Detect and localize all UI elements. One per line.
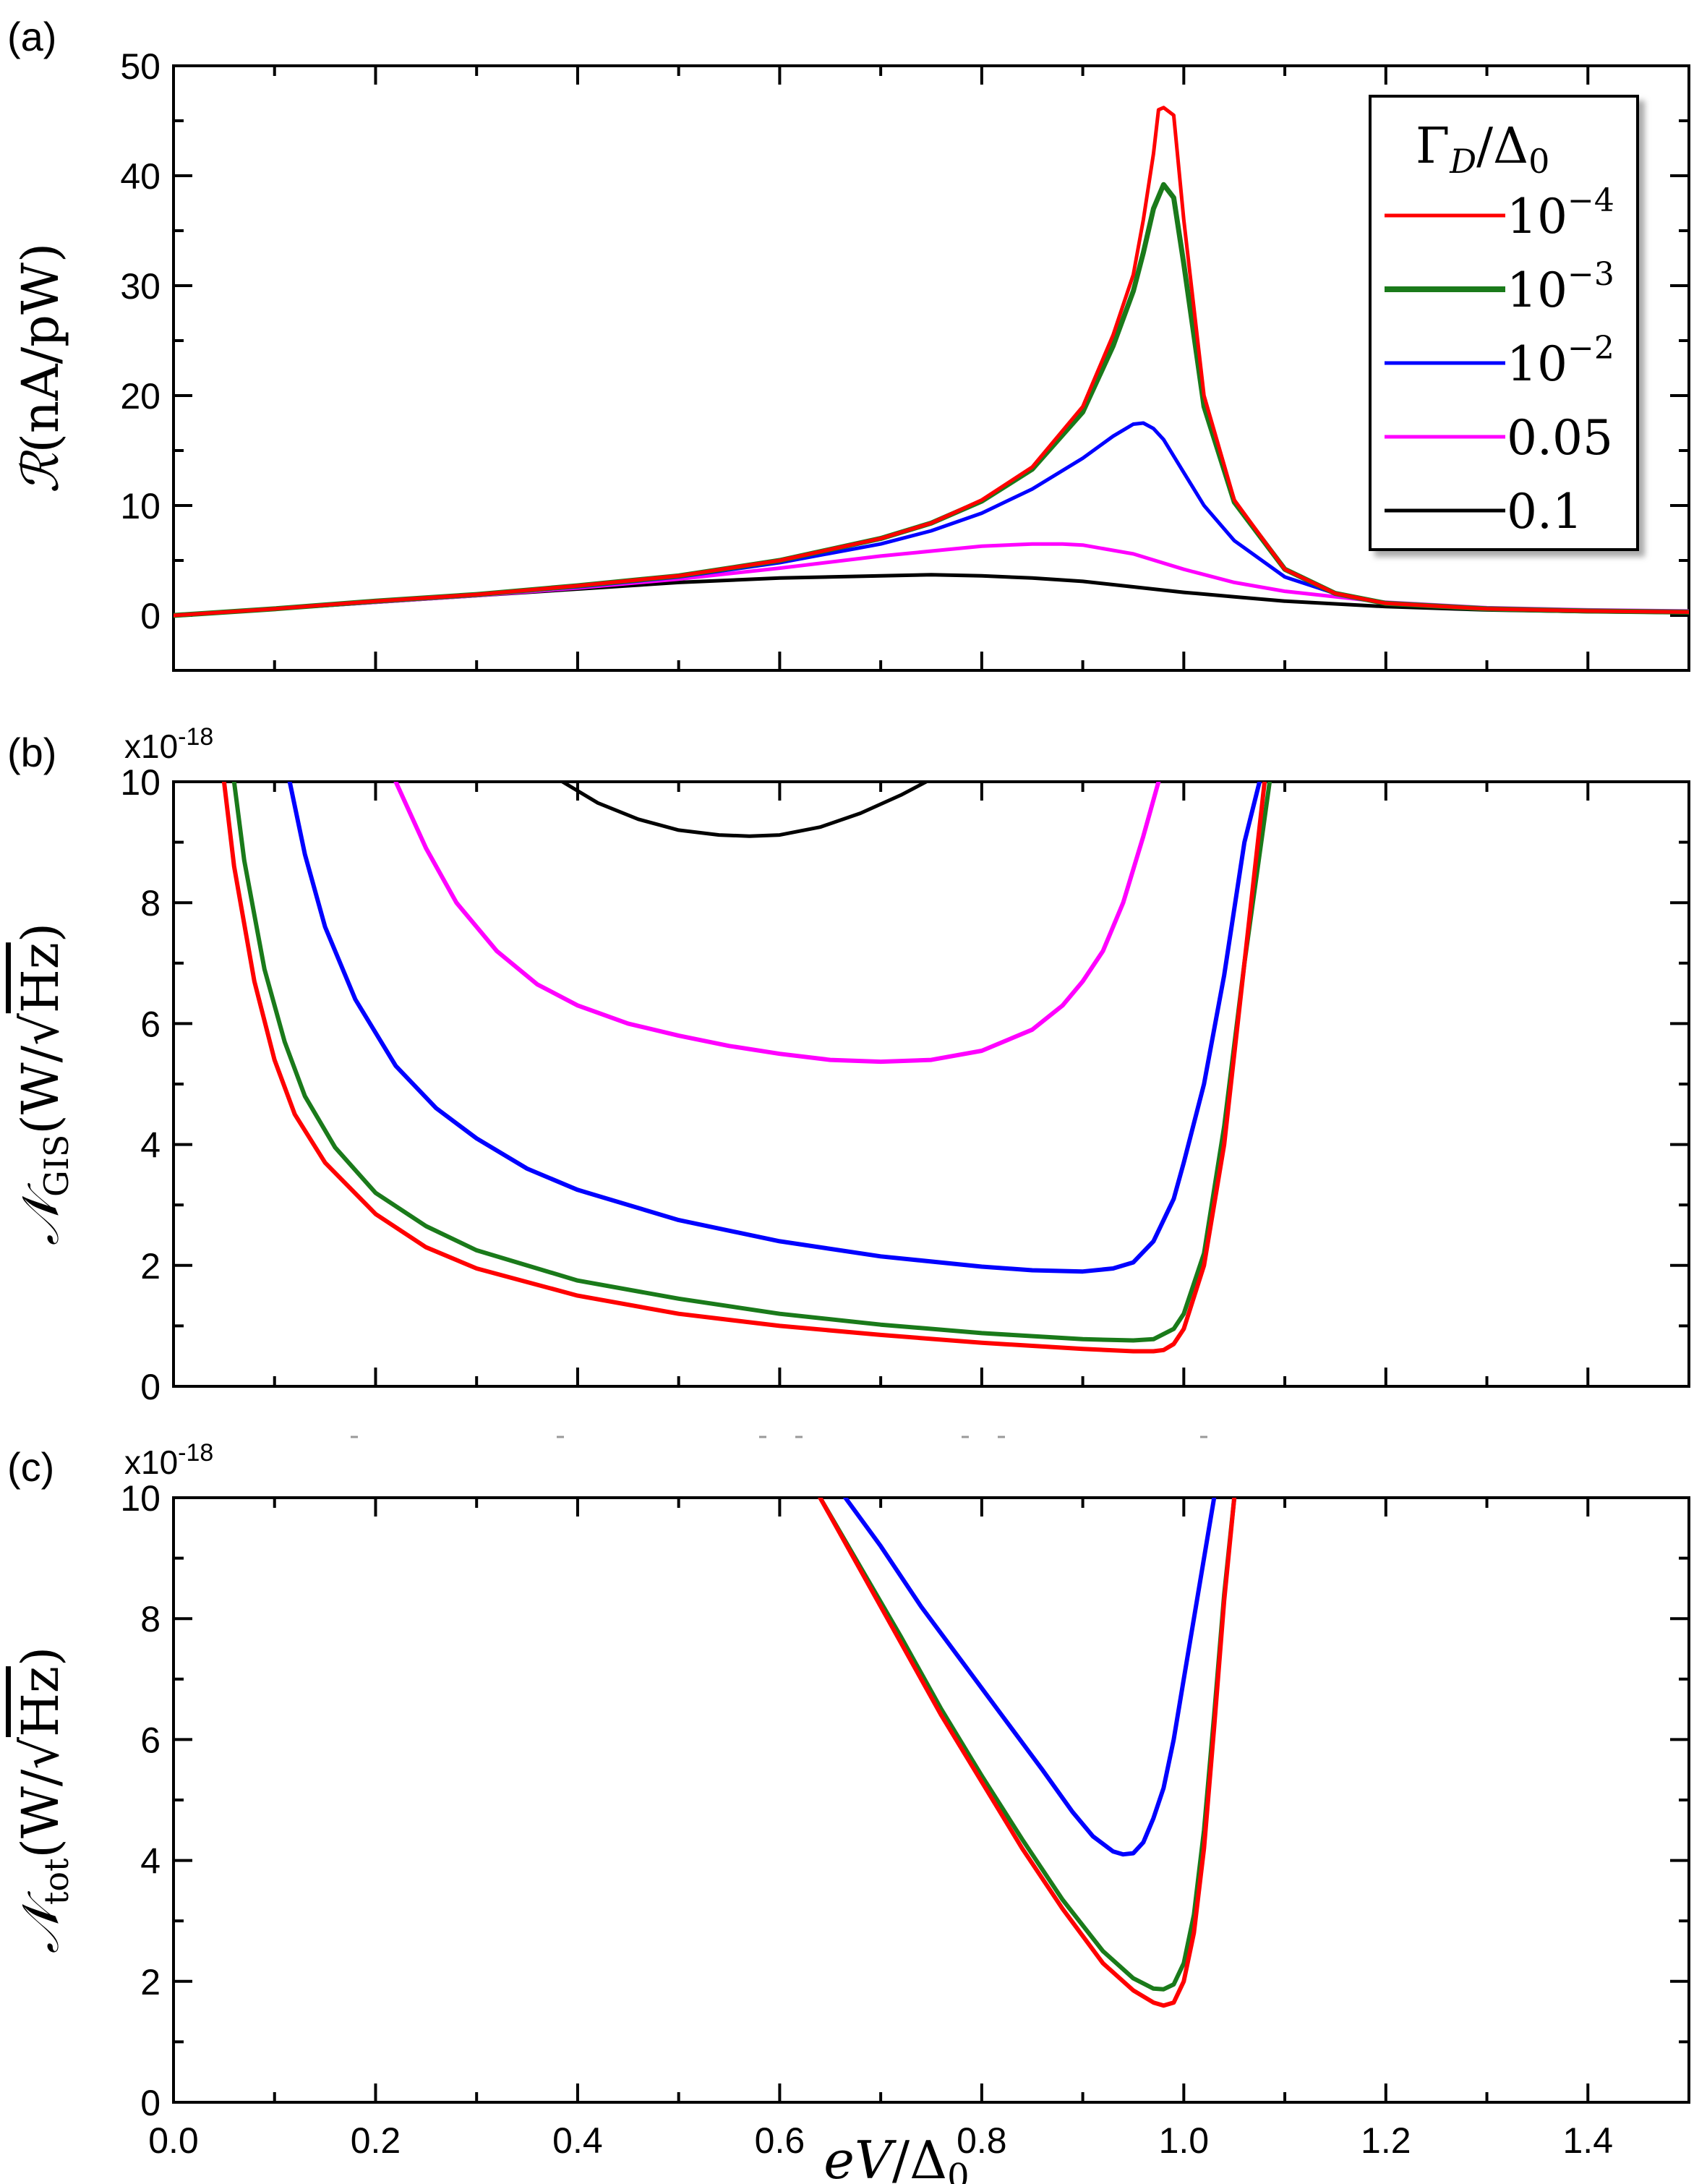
y-tick-label: 8 (140, 1599, 161, 1639)
y-tick-label: 10 (120, 1478, 161, 1519)
legend-label: 0.1 (1507, 484, 1583, 539)
series-line-10^-3 (231, 782, 1272, 1343)
legend-label: 0.05 (1507, 410, 1613, 466)
panel-b-letter: (b) (7, 730, 56, 775)
series-line-0.05 (393, 782, 1161, 1065)
series-line-10^-4 (174, 106, 1689, 618)
series-line-10^-2 (287, 782, 1262, 1274)
series-line-10^-4 (818, 1498, 1237, 2008)
y-tick-label: 8 (140, 883, 161, 923)
series-line-0.1 (560, 782, 928, 838)
y-tick-label: 40 (120, 156, 161, 197)
x-tick-label: 0.2 (351, 2120, 401, 2161)
x-tick-label: 1.2 (1361, 2120, 1411, 2161)
y-tick-label: 4 (140, 1125, 161, 1166)
legend-label: 10−4 (1507, 182, 1614, 244)
y-tick-label: 6 (140, 1720, 161, 1760)
y-tick-label: 30 (120, 266, 161, 307)
y-tick-label: 4 (140, 1841, 161, 1882)
x-tick-label: 1.0 (1159, 2120, 1210, 2161)
panel-b-hz: Hz (11, 942, 70, 1013)
series-line-10^-2 (843, 1498, 1217, 1857)
y-tick-label: 0 (140, 596, 161, 636)
panel-b-frame (172, 780, 1690, 1388)
legend: ΓD/Δ0 10−4 10−3 10−2 0.05 0.1 (1369, 95, 1639, 551)
legend-title: ΓD/Δ0 (1416, 118, 1549, 181)
y-tick-label: 10 (120, 486, 161, 526)
panel-c-letter: (c) (7, 1444, 54, 1490)
sqrt-glyph: √ (11, 1013, 70, 1046)
series-line-10^-4 (221, 782, 1267, 1354)
sqrt-glyph: √ (11, 1737, 70, 1770)
panel-b-ylabel: 𝒩GIS(W/√Hz) (11, 923, 76, 1245)
legend-label: 10−3 (1507, 256, 1614, 318)
panel-c-hz: Hz (11, 1666, 70, 1737)
legend-label: 10−2 (1507, 330, 1614, 392)
panel-c-multiplier: x10-18 (124, 1439, 213, 1481)
x-tick-label: 0.0 (148, 2120, 199, 2161)
x-tick-label: 0.8 (957, 2120, 1007, 2161)
y-tick-label: 0 (140, 1367, 161, 1407)
panel-a-letter: (a) (7, 14, 56, 59)
y-tick-label: 20 (120, 376, 161, 417)
y-tick-label: 2 (140, 1962, 161, 2002)
panel-c-frame (172, 1496, 1690, 2104)
panel-a-ylabel: ℛ(nA/pW) (11, 243, 70, 493)
panel-c-ylabel: 𝒩tot(W/√Hz) (11, 1647, 76, 1953)
x-axis-label: eV/Δ0 (823, 2130, 969, 2184)
series-line-0.05 (174, 542, 1689, 618)
x-tick-label: 1.4 (1563, 2120, 1614, 2161)
y-tick-label: 10 (120, 762, 161, 803)
y-tick-label: 50 (120, 46, 161, 87)
panel-b-multiplier: x10-18 (124, 723, 213, 765)
x-tick-label: 0.4 (552, 2120, 603, 2161)
y-tick-label: 6 (140, 1004, 161, 1044)
panel-a-frame (172, 64, 1690, 672)
y-tick-label: 2 (140, 1246, 161, 1287)
x-tick-label: 0.6 (755, 2120, 805, 2161)
legend-box (1369, 95, 1639, 551)
y-tick-label: 0 (140, 2083, 161, 2123)
